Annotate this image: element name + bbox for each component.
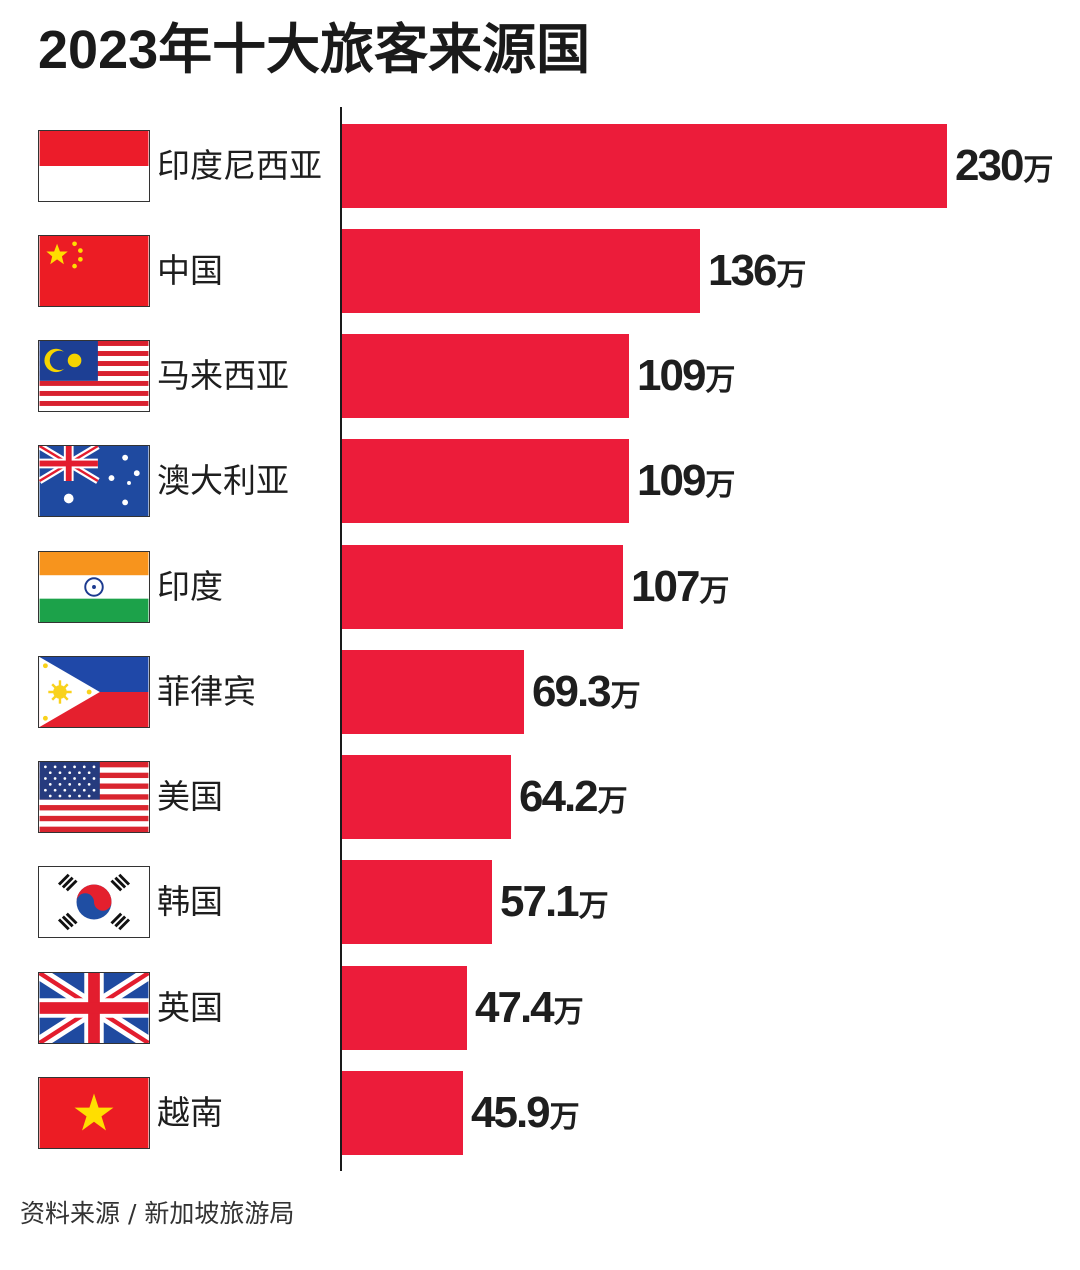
country-label: 印度 [157, 567, 223, 606]
value-label: 107万 [631, 562, 730, 611]
value-label: 230万 [955, 141, 1054, 190]
value-label: 57.1万 [500, 877, 609, 926]
chart-title: 2023年十大旅客来源国 [38, 20, 591, 80]
country-label: 美国 [157, 777, 223, 816]
country-label: 菲律宾 [157, 672, 256, 711]
bar-row-south-korea: 韩国 57.1万 [0, 860, 1080, 944]
value-label: 109万 [637, 456, 736, 505]
bar [342, 124, 947, 208]
bar-row-india: 印度 107万 [0, 545, 1080, 629]
malaysia-flag-icon [38, 340, 150, 412]
usa-flag-icon [38, 761, 150, 833]
bar [342, 229, 700, 313]
bar-row-china: 中国 136万 [0, 229, 1080, 313]
bar-row-australia: 澳大利亚 109万 [0, 439, 1080, 523]
country-label: 越南 [157, 1093, 223, 1132]
bar [342, 860, 492, 944]
bar [342, 650, 524, 734]
value-label: 136万 [708, 246, 807, 295]
bar [342, 545, 623, 629]
country-label: 马来西亚 [157, 356, 289, 395]
vietnam-flag-icon [38, 1077, 150, 1149]
bar-row-philippines: 菲律宾 69.3万 [0, 650, 1080, 734]
value-label: 109万 [637, 351, 736, 400]
bar [342, 439, 629, 523]
value-label: 69.3万 [532, 667, 641, 716]
value-label: 47.4万 [475, 983, 584, 1032]
country-label: 韩国 [157, 882, 223, 921]
country-label: 中国 [157, 251, 223, 290]
bar-row-uk: 英国 47.4万 [0, 966, 1080, 1050]
bar-row-malaysia: 马来西亚 109万 [0, 334, 1080, 418]
country-label: 印度尼西亚 [157, 146, 322, 185]
philippines-flag-icon [38, 656, 150, 728]
uk-flag-icon [38, 972, 150, 1044]
country-label: 英国 [157, 988, 223, 1027]
bar [342, 966, 467, 1050]
y-axis-line [340, 107, 342, 1171]
source-note: 资料来源 / 新加坡旅游局 [20, 1199, 295, 1228]
value-label: 64.2万 [519, 772, 628, 821]
south-korea-flag-icon [38, 866, 150, 938]
value-label: 45.9万 [471, 1088, 580, 1137]
bar-row-usa: 美国 64.2万 [0, 755, 1080, 839]
india-flag-icon [38, 551, 150, 623]
australia-flag-icon [38, 445, 150, 517]
bar-row-indonesia: 印度尼西亚 230万 [0, 124, 1080, 208]
china-flag-icon [38, 235, 150, 307]
country-label: 澳大利亚 [157, 461, 289, 500]
bar [342, 1071, 463, 1155]
bar [342, 334, 629, 418]
indonesia-flag-icon [38, 130, 150, 202]
bar [342, 755, 511, 839]
bar-row-vietnam: 越南 45.9万 [0, 1071, 1080, 1155]
